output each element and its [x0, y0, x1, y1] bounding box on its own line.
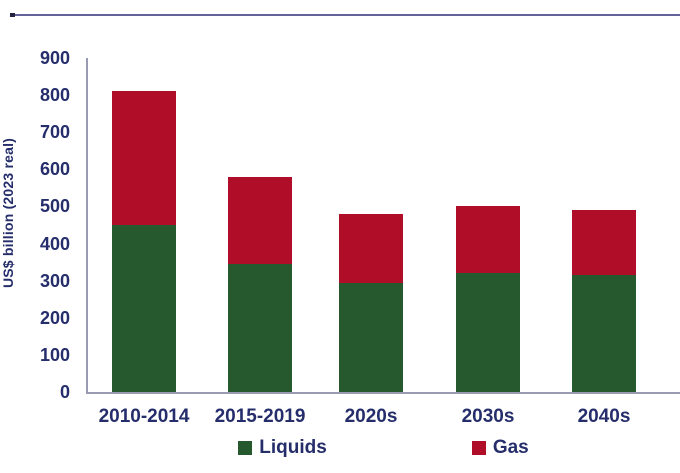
bar-2015-2019 — [228, 176, 292, 392]
bar-segment-gas — [228, 176, 292, 264]
x-tick-label: 2040s — [577, 406, 631, 427]
y-tick-label: 300 — [39, 270, 70, 291]
x-tick-label: 2015-2019 — [214, 406, 306, 427]
legend-label-liquids: Liquids — [259, 437, 327, 458]
y-tick-label: 600 — [39, 159, 70, 180]
bar-segment-gas — [112, 91, 176, 225]
bar-segment-liquids — [572, 275, 636, 392]
y-tick-label: 200 — [39, 307, 70, 328]
gas-swatch-icon — [471, 440, 486, 455]
bar-segment-liquids — [339, 282, 403, 392]
x-tick-label: 2020s — [344, 406, 398, 427]
bar-segment-gas — [339, 213, 403, 283]
bar-segment-gas — [572, 210, 636, 276]
y-tick-label: 100 — [39, 344, 70, 365]
bar-2030s — [456, 206, 520, 392]
top-divider-line — [10, 14, 680, 16]
bar-segment-liquids — [228, 263, 292, 392]
y-tick-label: 900 — [39, 48, 70, 68]
legend-label-gas: Gas — [492, 437, 529, 458]
bar-2040s — [572, 210, 636, 392]
y-tick-label: 500 — [39, 196, 70, 217]
liquids-swatch-icon — [238, 440, 253, 455]
legend-item-gas: Gas — [471, 437, 529, 458]
y-tick-label: 700 — [39, 122, 70, 143]
legend-item-liquids: Liquids — [238, 438, 327, 457]
bar-segment-gas — [456, 206, 520, 274]
bar-2020s — [339, 213, 403, 392]
x-tick-label: 2010-2014 — [98, 406, 190, 427]
x-tick-label: 2030s — [461, 406, 515, 427]
y-tick-label: 400 — [39, 233, 70, 254]
top-divider-tip — [10, 13, 15, 17]
y-axis-line — [86, 58, 88, 393]
y-tick-label: 800 — [39, 85, 70, 106]
legend: Liquids Gas — [87, 438, 680, 457]
bar-segment-liquids — [456, 273, 520, 392]
bar-2010-2014 — [112, 91, 176, 392]
y-tick-label: 0 — [59, 382, 70, 402]
x-axis-line — [86, 392, 680, 394]
bar-segment-liquids — [112, 225, 176, 392]
